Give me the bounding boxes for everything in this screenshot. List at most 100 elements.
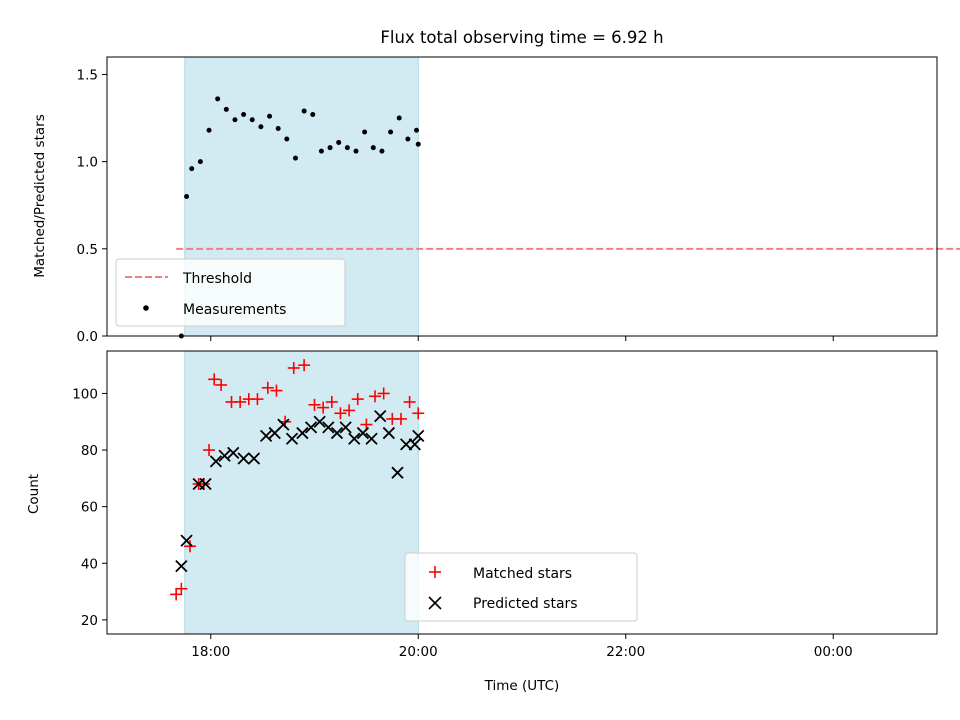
predicted-star-point bbox=[339, 421, 352, 434]
matched-star-point bbox=[208, 373, 221, 386]
marker-stroke bbox=[365, 432, 378, 445]
bottom-y-axis-label: Count bbox=[26, 474, 42, 514]
matched-star-point bbox=[403, 395, 416, 408]
top-panel: 0.0 0.5 1.0 1.5 Matched/Predicted stars Thr… bbox=[32, 56, 960, 345]
measurement-point bbox=[318, 148, 324, 154]
top-y-axis-label: Matched/Predicted stars bbox=[32, 114, 48, 277]
marker-stroke bbox=[247, 452, 261, 465]
measurement-point bbox=[184, 194, 190, 199]
matched-legend-swatch bbox=[429, 566, 441, 578]
matched-star-point bbox=[334, 407, 347, 420]
x-tick-label: 00:00 bbox=[814, 644, 853, 660]
predicted-star-point bbox=[218, 449, 231, 462]
predicted-star-point bbox=[247, 452, 261, 465]
y-tick-label: 20 bbox=[81, 613, 98, 629]
marker-stroke bbox=[259, 429, 273, 443]
measurement-point bbox=[249, 117, 255, 123]
matched-star-point bbox=[261, 381, 274, 394]
matched-star-point bbox=[287, 361, 300, 374]
predicted-legend-swatch bbox=[428, 596, 442, 610]
matched-star-point bbox=[175, 582, 188, 595]
measurement-point bbox=[258, 124, 264, 130]
predicted-star-point bbox=[374, 409, 387, 423]
bottom-legend-box bbox=[404, 552, 638, 622]
marker-stroke bbox=[356, 426, 370, 440]
measurement-point bbox=[241, 112, 247, 118]
measurement-point bbox=[206, 127, 212, 133]
marker-stroke bbox=[339, 421, 352, 434]
threshold-legend-label: Threshold bbox=[182, 271, 252, 287]
predicted-star-point bbox=[209, 455, 223, 468]
measurement-point bbox=[284, 136, 290, 142]
marker-stroke bbox=[348, 432, 361, 445]
measurement-point bbox=[396, 115, 402, 121]
predicted-star-point bbox=[356, 426, 370, 440]
marker-stroke bbox=[180, 534, 193, 547]
predicted-legend-label: Predicted stars bbox=[473, 596, 578, 612]
measurement-point bbox=[301, 108, 307, 114]
matched-star-point bbox=[308, 398, 321, 411]
predicted-star-point bbox=[412, 429, 425, 443]
predicted-star-point bbox=[285, 432, 299, 445]
marker-stroke bbox=[277, 418, 290, 431]
measurement-point bbox=[370, 145, 376, 151]
measurement-point bbox=[189, 166, 195, 172]
marker-stroke bbox=[199, 477, 212, 491]
x-tick-label: 18:00 bbox=[191, 644, 230, 660]
matched-star-point bbox=[184, 540, 196, 553]
matched-star-point bbox=[394, 412, 407, 425]
predicted-star-point bbox=[277, 418, 290, 431]
top-measurement-points bbox=[178, 96, 421, 339]
predicted-star-point bbox=[348, 432, 361, 445]
measurement-point bbox=[275, 125, 281, 131]
matched-star-point bbox=[351, 393, 364, 406]
measurement-point bbox=[215, 96, 221, 102]
x-axis-label: Time (UTC) bbox=[484, 678, 560, 694]
marker-stroke bbox=[285, 432, 299, 445]
predicted-star-point bbox=[400, 438, 413, 451]
marker-stroke bbox=[330, 426, 344, 440]
matched-star-point bbox=[343, 404, 356, 417]
bottom-shaded-intervals bbox=[184, 350, 419, 635]
bottom-plot-frame bbox=[106, 350, 938, 635]
predicted-star-point bbox=[227, 446, 240, 460]
matched-star-point bbox=[377, 387, 390, 400]
y-tick-label: 1.0 bbox=[77, 155, 98, 171]
marker-stroke bbox=[400, 438, 413, 451]
measurement-point bbox=[414, 127, 420, 133]
bottom-y-ticks: 20 40 60 80 100 bbox=[72, 386, 107, 629]
matched-star-point bbox=[369, 390, 382, 403]
y-tick-label: 40 bbox=[81, 556, 98, 572]
predicted-star-point bbox=[199, 477, 212, 491]
measurement-point bbox=[379, 148, 385, 154]
bottom-count-points bbox=[170, 359, 425, 601]
matched-star-point bbox=[251, 393, 264, 406]
predicted-star-point bbox=[322, 421, 335, 434]
y-tick-label: 0.5 bbox=[77, 242, 98, 258]
top-y-ticks: 0.0 0.5 1.0 1.5 bbox=[77, 67, 107, 345]
marker-stroke bbox=[304, 421, 318, 434]
measurement-point bbox=[415, 141, 421, 147]
measurement-point bbox=[232, 117, 238, 123]
marker-stroke bbox=[209, 455, 223, 468]
x-tick-label: 20:00 bbox=[399, 644, 438, 660]
measurement-point bbox=[388, 129, 394, 135]
predicted-star-point bbox=[175, 559, 188, 573]
marker-stroke bbox=[237, 452, 250, 465]
measurement-point bbox=[310, 112, 316, 118]
measurements-legend-swatch bbox=[143, 305, 149, 311]
matched-star-point bbox=[215, 378, 228, 391]
marker-stroke bbox=[382, 426, 395, 440]
predicted-star-point bbox=[180, 534, 193, 547]
measurement-point bbox=[362, 129, 368, 135]
shaded-interval-0 bbox=[184, 350, 419, 635]
matched-star-point bbox=[412, 407, 425, 420]
y-tick-label: 60 bbox=[81, 500, 98, 516]
y-tick-label: 100 bbox=[72, 386, 98, 402]
y-tick-label: 0.0 bbox=[77, 329, 98, 345]
marker-stroke bbox=[227, 446, 240, 460]
measurement-point bbox=[344, 145, 350, 151]
